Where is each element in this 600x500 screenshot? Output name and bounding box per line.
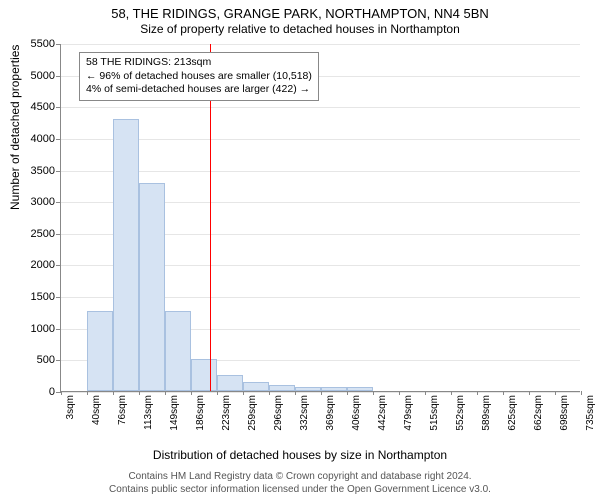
histogram-bar xyxy=(87,311,113,391)
chart-container: 58, THE RIDINGS, GRANGE PARK, NORTHAMPTO… xyxy=(0,0,600,500)
xtick-label: 406sqm xyxy=(351,395,362,431)
xtick-mark xyxy=(269,391,270,395)
footer-copyright-1: Contains HM Land Registry data © Crown c… xyxy=(0,471,600,482)
xtick-mark xyxy=(451,391,452,395)
xtick-label: 369sqm xyxy=(325,395,336,431)
xtick-label: 40sqm xyxy=(91,395,102,425)
ytick-label: 2000 xyxy=(31,259,55,271)
xtick-mark xyxy=(581,391,582,395)
ytick-label: 5000 xyxy=(31,70,55,82)
xtick-mark xyxy=(373,391,374,395)
ytick-mark xyxy=(56,360,61,361)
ytick-label: 1000 xyxy=(31,323,55,335)
xtick-label: 259sqm xyxy=(247,395,258,431)
grid-line xyxy=(61,44,580,45)
xtick-label: 589sqm xyxy=(481,395,492,431)
histogram-bar xyxy=(321,387,347,391)
histogram-bar xyxy=(165,311,191,391)
xtick-mark xyxy=(321,391,322,395)
xtick-label: 735sqm xyxy=(585,395,596,431)
ytick-label: 500 xyxy=(37,354,55,366)
xtick-mark xyxy=(425,391,426,395)
ytick-label: 0 xyxy=(49,386,55,398)
histogram-bar xyxy=(113,119,139,391)
xtick-label: 662sqm xyxy=(533,395,544,431)
xtick-label: 479sqm xyxy=(403,395,414,431)
xtick-mark xyxy=(477,391,478,395)
ytick-mark xyxy=(56,234,61,235)
xtick-mark xyxy=(529,391,530,395)
histogram-bar xyxy=(243,382,269,391)
xtick-label: 113sqm xyxy=(143,395,154,430)
xtick-mark xyxy=(555,391,556,395)
histogram-bar xyxy=(347,387,373,391)
xtick-label: 76sqm xyxy=(117,395,128,425)
plot-area: 0500100015002000250030003500400045005000… xyxy=(60,44,580,392)
xtick-mark xyxy=(113,391,114,395)
xtick-mark xyxy=(347,391,348,395)
annotation-line: 58 THE RIDINGS: 213sqm xyxy=(86,56,312,70)
ytick-mark xyxy=(56,44,61,45)
ytick-mark xyxy=(56,297,61,298)
annotation-box: 58 THE RIDINGS: 213sqm← 96% of detached … xyxy=(79,52,319,101)
ytick-mark xyxy=(56,171,61,172)
xtick-label: 552sqm xyxy=(455,395,466,431)
histogram-bar xyxy=(191,359,217,391)
xtick-mark xyxy=(295,391,296,395)
xtick-mark xyxy=(503,391,504,395)
footer-copyright-2: Contains public sector information licen… xyxy=(0,484,600,495)
ytick-mark xyxy=(56,76,61,77)
xtick-mark xyxy=(61,391,62,395)
xtick-mark xyxy=(217,391,218,395)
ytick-mark xyxy=(56,265,61,266)
title-sub: Size of property relative to detached ho… xyxy=(0,22,600,36)
xtick-label: 442sqm xyxy=(377,395,388,431)
xtick-label: 3sqm xyxy=(65,395,76,419)
annotation-line: 4% of semi-detached houses are larger (4… xyxy=(86,83,312,97)
grid-line xyxy=(61,107,580,108)
ytick-label: 1500 xyxy=(31,291,55,303)
ytick-label: 2500 xyxy=(31,228,55,240)
xtick-mark xyxy=(243,391,244,395)
xtick-label: 223sqm xyxy=(221,395,232,431)
xtick-label: 625sqm xyxy=(507,395,518,431)
xtick-label: 515sqm xyxy=(429,395,440,431)
xtick-mark xyxy=(139,391,140,395)
xtick-label: 149sqm xyxy=(169,395,180,431)
ytick-label: 5500 xyxy=(31,38,55,50)
histogram-bar xyxy=(139,183,165,391)
histogram-bar xyxy=(217,375,243,391)
xtick-label: 698sqm xyxy=(559,395,570,431)
grid-line xyxy=(61,139,580,140)
xtick-mark xyxy=(399,391,400,395)
y-axis-label: Number of detached properties xyxy=(8,45,22,210)
xtick-mark xyxy=(87,391,88,395)
x-axis-label: Distribution of detached houses by size … xyxy=(0,448,600,462)
title-main: 58, THE RIDINGS, GRANGE PARK, NORTHAMPTO… xyxy=(0,6,600,21)
xtick-label: 296sqm xyxy=(273,395,284,431)
ytick-mark xyxy=(56,329,61,330)
ytick-label: 3500 xyxy=(31,165,55,177)
ytick-label: 4000 xyxy=(31,133,55,145)
ytick-label: 3000 xyxy=(31,196,55,208)
xtick-mark xyxy=(165,391,166,395)
ytick-mark xyxy=(56,139,61,140)
histogram-bar xyxy=(269,385,295,391)
annotation-line: ← 96% of detached houses are smaller (10… xyxy=(86,70,312,84)
ytick-label: 4500 xyxy=(31,101,55,113)
ytick-mark xyxy=(56,202,61,203)
xtick-label: 332sqm xyxy=(299,395,310,431)
grid-line xyxy=(61,171,580,172)
xtick-label: 186sqm xyxy=(195,395,206,431)
histogram-bar xyxy=(295,387,321,391)
xtick-mark xyxy=(191,391,192,395)
ytick-mark xyxy=(56,107,61,108)
